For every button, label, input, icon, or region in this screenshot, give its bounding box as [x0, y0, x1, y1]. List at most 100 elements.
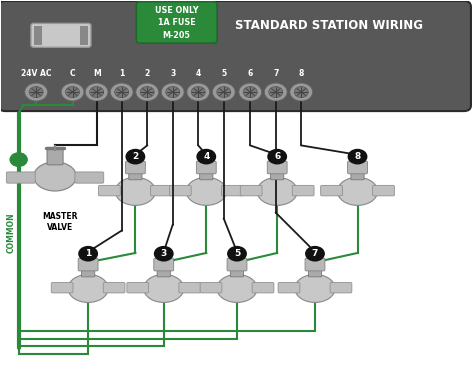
- Circle shape: [191, 87, 205, 98]
- FancyBboxPatch shape: [151, 185, 172, 196]
- FancyBboxPatch shape: [292, 185, 314, 196]
- Text: 24V AC: 24V AC: [21, 69, 51, 78]
- FancyBboxPatch shape: [347, 161, 367, 174]
- FancyBboxPatch shape: [305, 258, 325, 271]
- FancyBboxPatch shape: [31, 23, 91, 47]
- FancyBboxPatch shape: [271, 171, 284, 180]
- Text: MASTER
VALVE: MASTER VALVE: [42, 212, 78, 232]
- Text: 5: 5: [234, 249, 240, 258]
- Circle shape: [126, 149, 146, 165]
- Ellipse shape: [115, 177, 155, 206]
- Text: 8: 8: [299, 69, 304, 78]
- FancyBboxPatch shape: [278, 282, 300, 293]
- Ellipse shape: [186, 177, 227, 206]
- Circle shape: [78, 246, 98, 261]
- Ellipse shape: [68, 274, 108, 302]
- Ellipse shape: [144, 274, 184, 302]
- FancyBboxPatch shape: [157, 268, 170, 277]
- Text: 4: 4: [203, 152, 210, 161]
- Circle shape: [269, 87, 283, 98]
- Text: 1: 1: [119, 69, 124, 78]
- Circle shape: [136, 83, 158, 101]
- Text: 3: 3: [170, 69, 175, 78]
- Text: 7: 7: [312, 249, 318, 258]
- FancyBboxPatch shape: [240, 185, 262, 196]
- FancyBboxPatch shape: [154, 258, 173, 271]
- Circle shape: [196, 149, 216, 165]
- Text: 6: 6: [247, 69, 253, 78]
- Text: COMMON: COMMON: [7, 212, 16, 253]
- Text: C: C: [70, 69, 75, 78]
- FancyBboxPatch shape: [99, 185, 120, 196]
- FancyBboxPatch shape: [230, 268, 244, 277]
- Bar: [34, 26, 42, 45]
- FancyBboxPatch shape: [127, 282, 149, 293]
- FancyBboxPatch shape: [252, 282, 274, 293]
- FancyBboxPatch shape: [320, 185, 342, 196]
- FancyBboxPatch shape: [309, 268, 321, 277]
- Text: 4: 4: [196, 69, 201, 78]
- Circle shape: [166, 87, 180, 98]
- FancyBboxPatch shape: [137, 2, 217, 43]
- Text: 8: 8: [355, 152, 361, 161]
- FancyBboxPatch shape: [129, 171, 142, 180]
- Text: USE ONLY
1A FUSE
M-205: USE ONLY 1A FUSE M-205: [155, 6, 198, 40]
- FancyBboxPatch shape: [0, 1, 471, 111]
- Ellipse shape: [337, 177, 378, 206]
- Text: STANDARD STATION WIRING: STANDARD STATION WIRING: [235, 19, 423, 32]
- Text: 2: 2: [132, 152, 138, 161]
- Circle shape: [115, 87, 129, 98]
- FancyBboxPatch shape: [103, 282, 125, 293]
- Circle shape: [29, 87, 43, 98]
- FancyBboxPatch shape: [179, 282, 201, 293]
- Text: 3: 3: [161, 249, 167, 258]
- Circle shape: [217, 87, 231, 98]
- Circle shape: [267, 149, 287, 165]
- Ellipse shape: [217, 274, 257, 302]
- Circle shape: [187, 83, 210, 101]
- Circle shape: [25, 83, 47, 101]
- Circle shape: [61, 83, 84, 101]
- FancyBboxPatch shape: [373, 185, 394, 196]
- FancyBboxPatch shape: [78, 258, 98, 271]
- FancyBboxPatch shape: [6, 172, 35, 183]
- FancyBboxPatch shape: [47, 148, 63, 165]
- Circle shape: [90, 87, 104, 98]
- Circle shape: [347, 149, 367, 165]
- FancyBboxPatch shape: [351, 171, 364, 180]
- Circle shape: [264, 83, 287, 101]
- Circle shape: [305, 246, 325, 261]
- FancyBboxPatch shape: [221, 185, 243, 196]
- Text: 1: 1: [85, 249, 91, 258]
- Circle shape: [65, 87, 80, 98]
- FancyBboxPatch shape: [267, 161, 287, 174]
- Circle shape: [140, 87, 154, 98]
- FancyBboxPatch shape: [330, 282, 352, 293]
- Text: 7: 7: [273, 69, 278, 78]
- Ellipse shape: [257, 177, 297, 206]
- FancyBboxPatch shape: [227, 258, 247, 271]
- Circle shape: [243, 87, 257, 98]
- FancyBboxPatch shape: [169, 185, 191, 196]
- Circle shape: [154, 246, 173, 261]
- Circle shape: [110, 83, 133, 101]
- Text: 6: 6: [274, 152, 280, 161]
- FancyBboxPatch shape: [82, 268, 95, 277]
- Circle shape: [227, 246, 247, 261]
- Text: M: M: [93, 69, 100, 78]
- Ellipse shape: [34, 162, 76, 191]
- Ellipse shape: [295, 274, 335, 302]
- Circle shape: [239, 83, 262, 101]
- FancyBboxPatch shape: [126, 161, 146, 174]
- Circle shape: [212, 83, 235, 101]
- FancyBboxPatch shape: [200, 282, 222, 293]
- Circle shape: [294, 87, 308, 98]
- Text: 5: 5: [221, 69, 226, 78]
- Circle shape: [161, 83, 184, 101]
- FancyBboxPatch shape: [200, 171, 213, 180]
- FancyBboxPatch shape: [51, 282, 73, 293]
- FancyBboxPatch shape: [75, 172, 104, 183]
- Text: 2: 2: [145, 69, 150, 78]
- Circle shape: [10, 153, 27, 166]
- Circle shape: [85, 83, 108, 101]
